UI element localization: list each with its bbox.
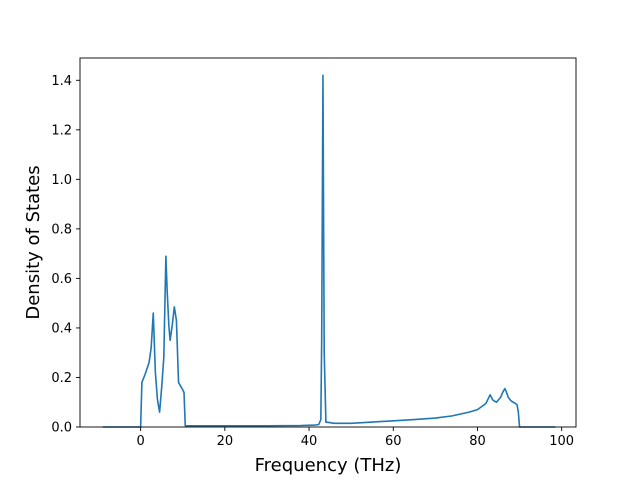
- y-tick-label: 1.2: [51, 123, 72, 138]
- y-tick-label: 0.2: [51, 371, 72, 386]
- y-tick-label: 0.4: [51, 321, 72, 336]
- x-tick-label: 0: [136, 434, 144, 449]
- plot-area: [79, 57, 577, 428]
- dos-series-line: [102, 74, 556, 428]
- axes-frame: [79, 57, 577, 428]
- x-axis: 0 20 40 60 80 100: [136, 427, 574, 449]
- x-tick-label: 80: [469, 434, 486, 449]
- y-tick-label: 1.0: [51, 173, 72, 188]
- y-axis: 0.0 0.2 0.4 0.6 0.8 1.0 1.2 1.4: [51, 74, 80, 436]
- y-tick-label: 0.6: [51, 272, 72, 287]
- x-tick-label: 100: [549, 434, 574, 449]
- y-tick-label: 0.0: [51, 421, 72, 436]
- y-tick-label: 0.8: [51, 222, 72, 237]
- x-axis-label: Frequency (THz): [255, 455, 402, 476]
- x-tick-label: 20: [217, 434, 234, 449]
- x-tick-label: 60: [385, 434, 402, 449]
- y-axis-label: Density of States: [23, 165, 44, 319]
- x-tick-label: 40: [301, 434, 318, 449]
- y-tick-label: 1.4: [51, 74, 72, 89]
